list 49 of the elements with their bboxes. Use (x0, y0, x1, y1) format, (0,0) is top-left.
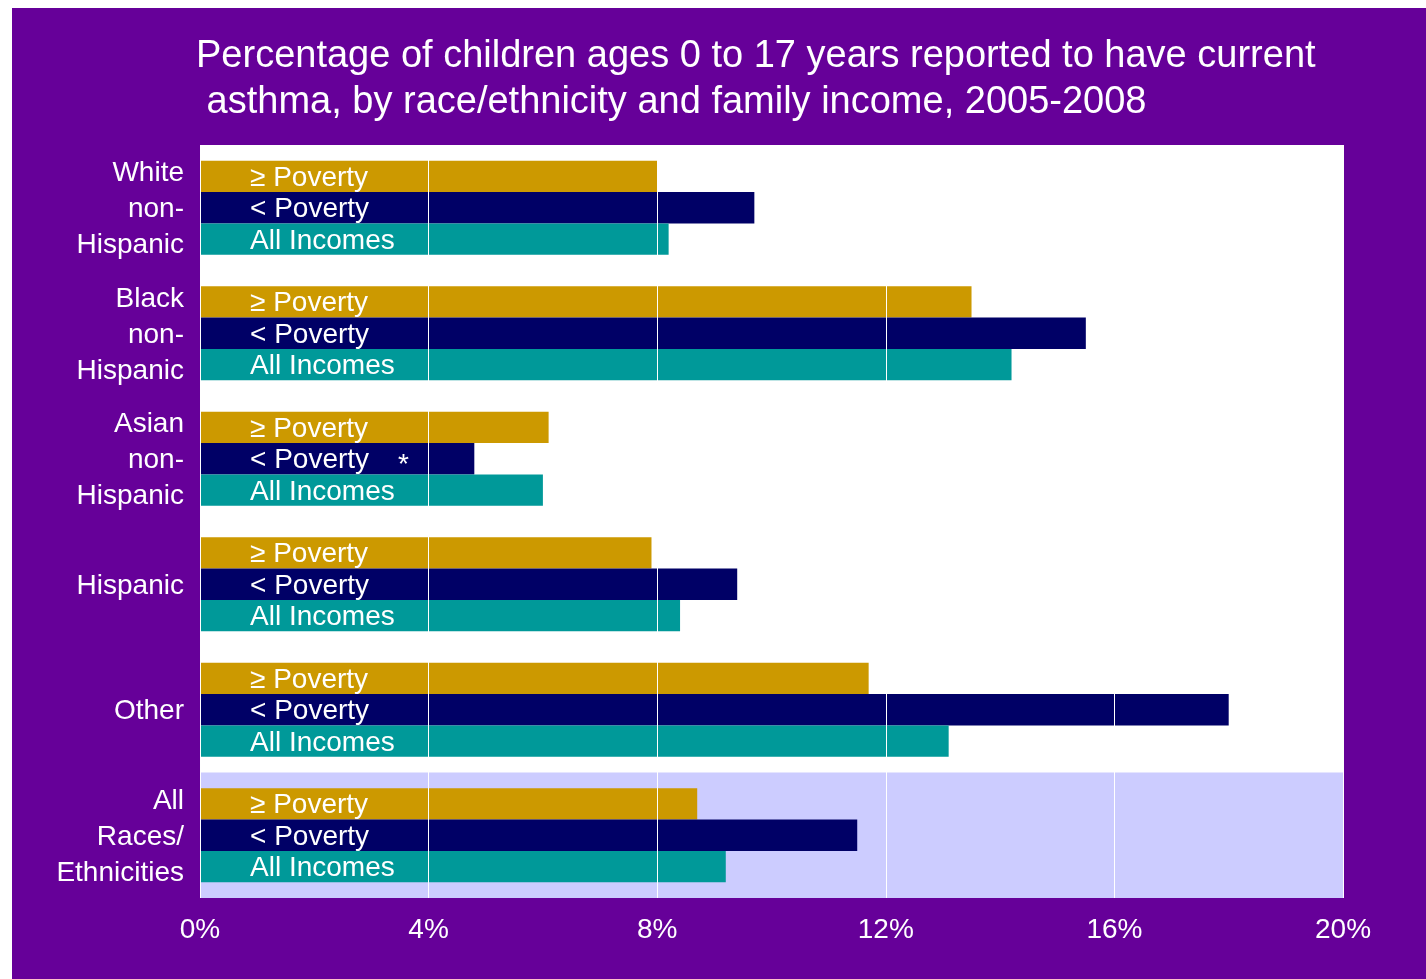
text: < Poverty (250, 568, 370, 600)
bar (200, 286, 972, 318)
text: < Poverty (250, 443, 370, 475)
bar (200, 725, 949, 757)
bar (200, 348, 1012, 381)
bar (200, 317, 1086, 349)
bar (200, 662, 869, 695)
bar (200, 568, 738, 600)
text: ≥ Poverty (250, 286, 369, 318)
bar (200, 788, 698, 820)
x-tick-label: 4% (408, 912, 449, 944)
text: All Incomes (250, 349, 395, 381)
text: All Incomes (250, 223, 395, 255)
x-tick-label: 16% (1086, 912, 1143, 944)
bar (200, 850, 726, 883)
y-tick-label: Hispanic (76, 568, 184, 600)
y-tick-label: Black non-Hispanic (76, 281, 185, 385)
series-label: ≥ Poverty (250, 537, 369, 569)
chart-title: Percentage of children ages 0 to 17 years reported to have current asthma, by race/ethnicity and family income, 2005-2008 (196, 33, 1317, 121)
bar (200, 192, 755, 224)
y-tick-label: White non-Hispanic (76, 156, 184, 260)
bar (200, 160, 658, 193)
text: < Poverty (250, 819, 370, 851)
y-tick-label: All Races/ Ethnicities (56, 783, 185, 887)
bar (200, 694, 1229, 726)
text: ≥ Poverty (250, 788, 369, 820)
text: ≥ Poverty (250, 411, 369, 443)
bar (200, 599, 681, 632)
text: < Poverty (250, 694, 370, 726)
bar (200, 223, 669, 255)
text: All Incomes (250, 851, 395, 883)
text: ≥ Poverty (250, 662, 369, 694)
bar (200, 474, 543, 506)
annotation: * (398, 447, 409, 479)
x-tick-label: 8% (636, 912, 678, 944)
text: All Incomes (250, 725, 395, 757)
bar (200, 411, 549, 444)
text: ≥ Poverty (250, 160, 369, 192)
x-tick-label: 12% (857, 912, 914, 944)
y-tick-label: Asian non-Hispanic (76, 407, 184, 511)
series-label: All Incomes (250, 600, 395, 632)
bar (200, 537, 652, 569)
x-tick-label: 20% (1314, 912, 1372, 944)
series-label: < Poverty (250, 192, 370, 224)
text: < Poverty (250, 317, 370, 349)
x-tick-label: 0% (179, 912, 221, 944)
bar (200, 819, 858, 851)
y-tick-label: Other (113, 694, 184, 726)
text: All Incomes (250, 474, 395, 506)
